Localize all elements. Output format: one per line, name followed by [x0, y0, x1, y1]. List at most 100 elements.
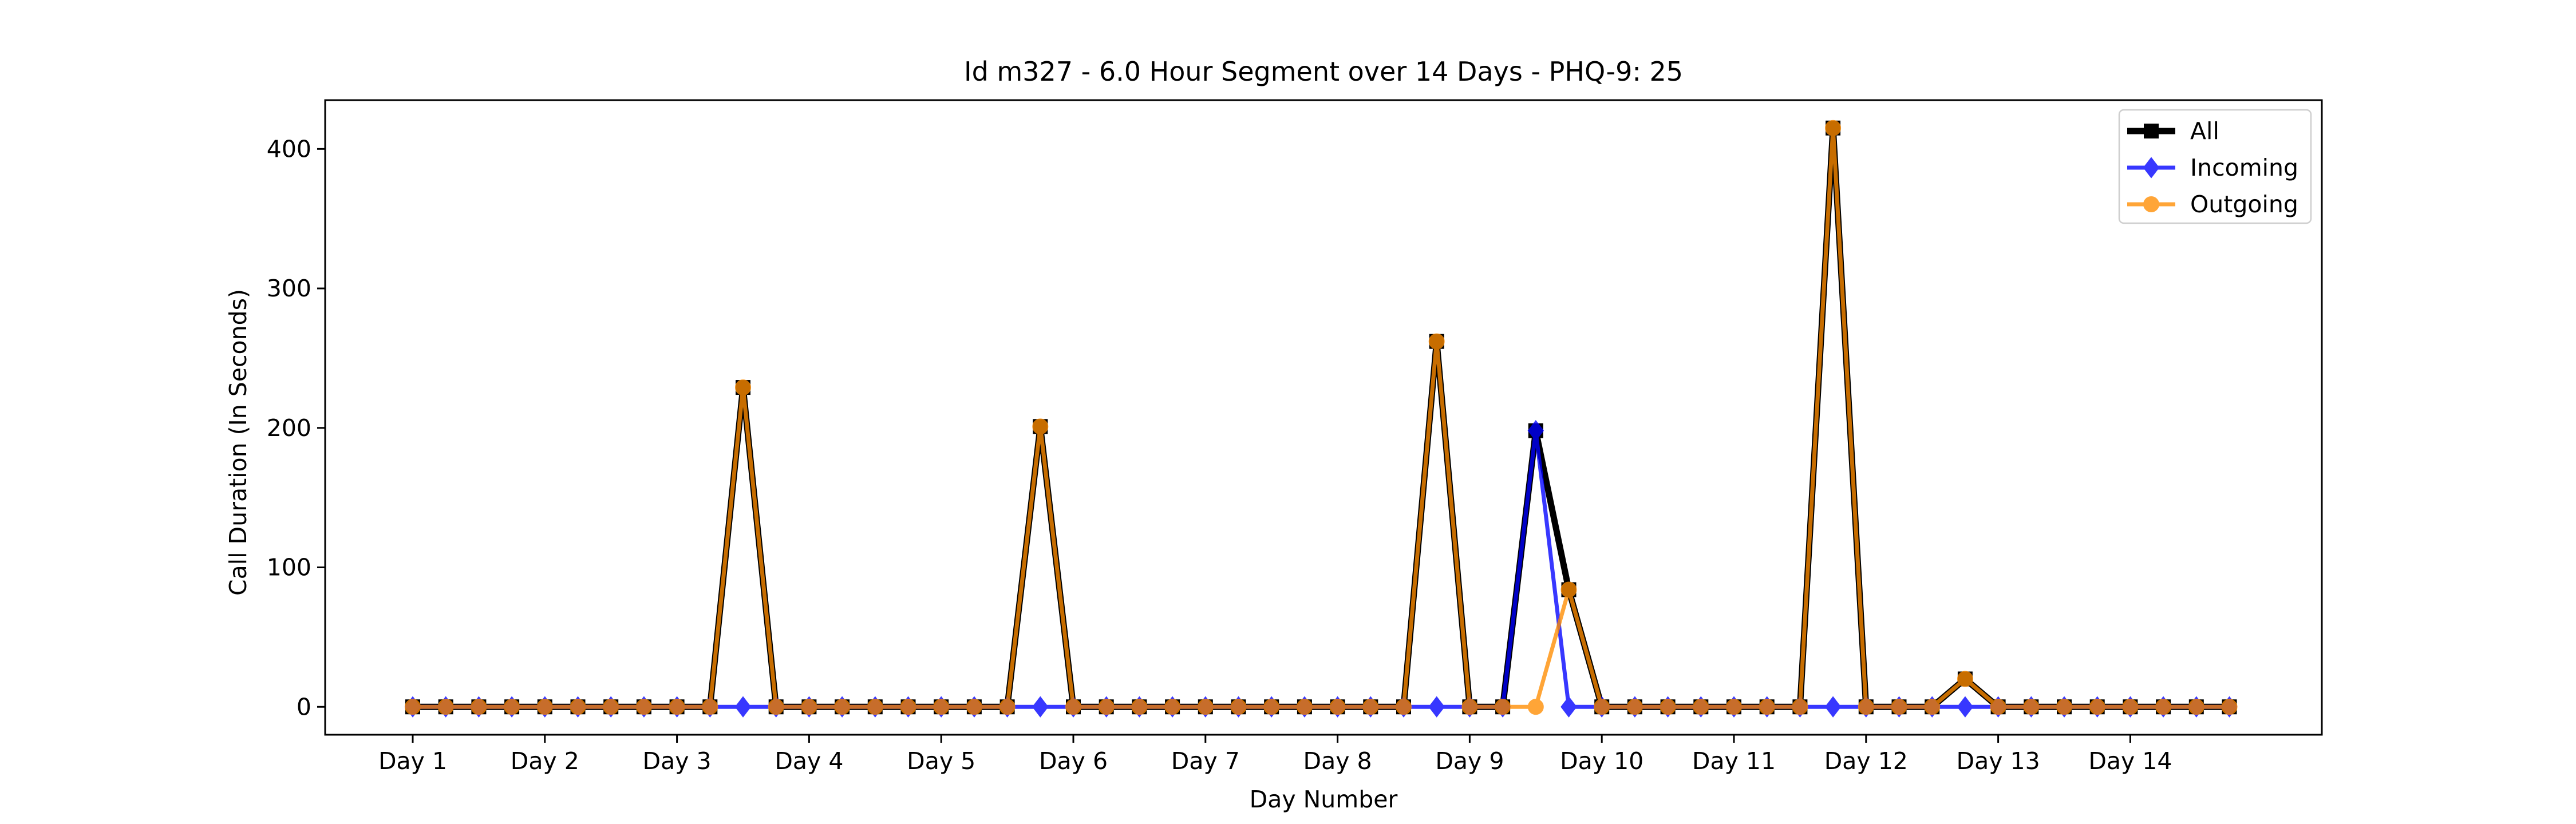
data-point [933, 699, 950, 715]
data-point [1957, 696, 1974, 718]
data-point [2155, 699, 2172, 715]
series-line [413, 128, 2230, 709]
data-point [1197, 699, 1214, 715]
y-tick-label: 0 [297, 693, 311, 720]
x-tick-label: Day 8 [1303, 747, 1372, 775]
data-point [734, 696, 752, 718]
x-tick-label: Day 11 [1692, 747, 1776, 775]
data-point [536, 699, 553, 715]
data-point [1824, 696, 1842, 718]
y-axis-label: Call Duration (In Seconds) [224, 289, 252, 596]
data-point [1560, 581, 1577, 598]
data-point [504, 699, 520, 715]
data-point [801, 699, 817, 715]
x-tick-label: Day 13 [1957, 747, 2040, 775]
data-point [1825, 120, 1842, 136]
y-tick-label: 300 [267, 275, 311, 302]
data-point [1560, 696, 1577, 718]
data-point [1924, 699, 1941, 715]
x-tick-label: Day 9 [1435, 747, 1504, 775]
plot-series [404, 120, 2238, 718]
legend-marker [2143, 196, 2159, 212]
data-point [1891, 699, 1907, 715]
x-tick-label: Day 3 [643, 747, 712, 775]
data-point [735, 379, 751, 396]
series-line [413, 430, 2230, 709]
plot-frame [324, 99, 2323, 736]
y-tick-label: 100 [267, 554, 311, 581]
data-point [669, 699, 685, 715]
data-point [1362, 699, 1379, 715]
legend-item [2127, 157, 2175, 179]
x-tick-label: Day 6 [1039, 747, 1108, 775]
legend-marker [2144, 124, 2159, 138]
data-point [1626, 699, 1643, 715]
data-point [1164, 699, 1181, 715]
data-point [999, 699, 1016, 715]
data-point [471, 699, 487, 715]
x-tick-label: Day 7 [1171, 747, 1240, 775]
data-point [603, 699, 619, 715]
x-tick-label: Day 4 [775, 747, 843, 775]
data-point [1131, 699, 1148, 715]
data-point [405, 699, 421, 715]
data-point [1660, 699, 1676, 715]
x-tick-label: Day 10 [1560, 747, 1643, 775]
data-point [2188, 699, 2204, 715]
data-point [1792, 699, 1808, 715]
data-point [1527, 420, 1544, 442]
data-point [1296, 699, 1313, 715]
data-point [966, 699, 982, 715]
x-tick-label: Day 2 [511, 747, 579, 775]
legend-item [2127, 196, 2175, 212]
legend-label: Outgoing [2190, 191, 2298, 218]
x-tick-label: Day 5 [907, 747, 975, 775]
legend-marker [2143, 157, 2160, 179]
data-point [1957, 671, 1973, 687]
y-tick-label: 400 [267, 135, 311, 163]
legend-box [2118, 109, 2312, 224]
x-tick-label: Day 12 [1824, 747, 1908, 775]
data-point [1032, 418, 1049, 435]
chart-title: Id m327 - 6.0 Hour Segment over 14 Days … [964, 56, 1683, 87]
data-point [1495, 699, 1511, 715]
data-point [1527, 699, 1544, 715]
data-point [1329, 699, 1346, 715]
data-point [1461, 699, 1478, 715]
data-point [1032, 696, 1049, 718]
data-point [1759, 699, 1775, 715]
data-point [1428, 333, 1445, 350]
data-point [702, 699, 718, 715]
data-point [1693, 699, 1709, 715]
data-point [570, 699, 586, 715]
series-outgoing [405, 120, 2238, 715]
data-point [1263, 699, 1280, 715]
legend-label: All [2190, 117, 2219, 145]
data-point [2023, 699, 2040, 715]
data-point [1858, 699, 1874, 715]
axes: 0 100 200 300 400 Day 1 Day 2 Day 3 Day 4 Day 5 Da… [267, 135, 2172, 775]
legend-label: Incoming [2190, 154, 2298, 181]
data-point [1230, 699, 1247, 715]
data-point [1990, 699, 2006, 715]
data-point [1065, 699, 1081, 715]
data-point [1396, 699, 1412, 715]
data-point [768, 699, 784, 715]
series-all [405, 120, 2237, 715]
series-line [413, 128, 2230, 710]
data-point [437, 699, 454, 715]
data-point [2221, 699, 2238, 715]
data-point [1726, 699, 1742, 715]
data-point [2056, 699, 2072, 715]
legend: All Incoming Outgoing [2118, 109, 2312, 224]
x-axis-label: Day Number [1250, 786, 1398, 813]
data-point [2122, 699, 2139, 715]
y-tick-label: 200 [267, 414, 311, 442]
data-point [635, 699, 652, 715]
x-tick-label: Day 14 [2088, 747, 2172, 775]
data-point [900, 699, 916, 715]
data-point [867, 699, 883, 715]
data-point [1428, 696, 1445, 718]
data-point [834, 699, 851, 715]
